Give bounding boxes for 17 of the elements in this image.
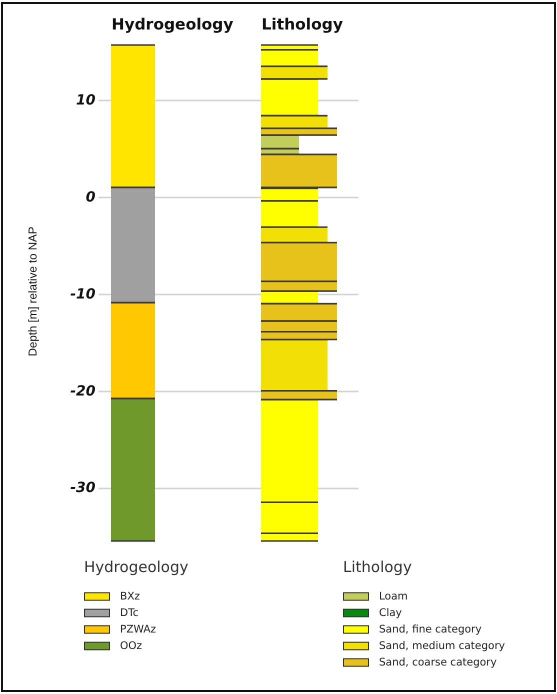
y-tick-label: 0 [86,190,96,206]
legend-label: Loam [379,590,408,602]
legend-label: Sand, fine category [379,624,482,636]
category-label: Hydrogeology [84,558,188,576]
legend-label: DTc [120,607,139,619]
legend-label: PZWAz [120,624,157,636]
legend-label: BXz [120,590,140,602]
legend-label: Clay [379,607,402,619]
y-tick-label: 10 [76,92,96,109]
legend-label: Sand, coarse category [379,656,497,668]
y-axis-title: Depth [m] relative to NAP [28,226,40,356]
category-label: Lithology [343,558,412,576]
y-tick-label: -30 [70,480,96,496]
legend-label: OOz [120,640,143,652]
legend-label: Sand, medium category [379,640,505,652]
y-tick-label: -20 [70,383,96,400]
y-tick-label: -10 [70,286,96,302]
